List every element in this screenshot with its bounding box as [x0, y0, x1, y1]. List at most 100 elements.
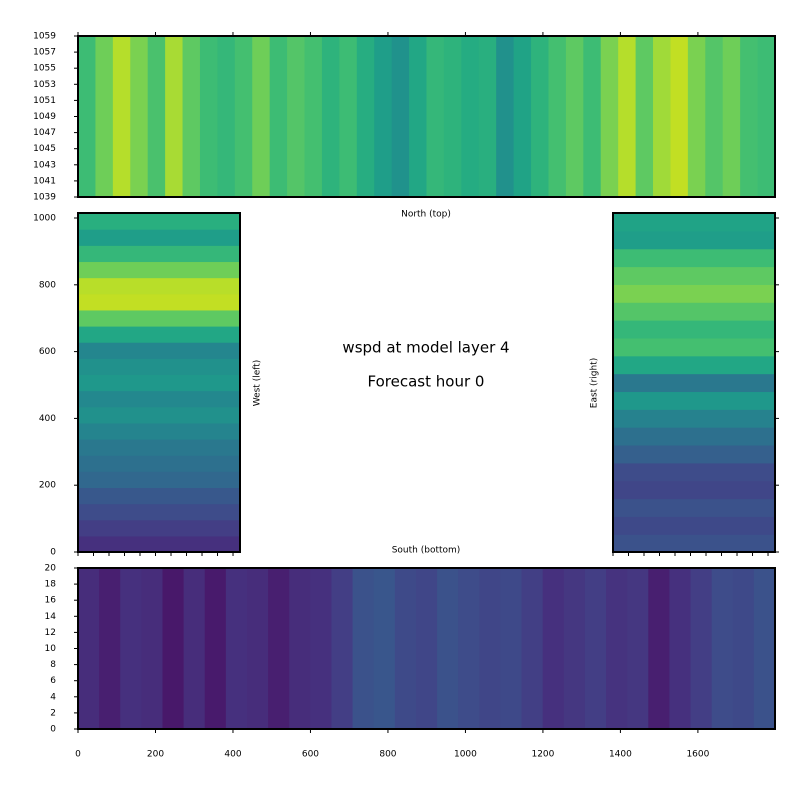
y-tick-label: 1049: [33, 112, 56, 122]
x-tick-label: 200: [147, 750, 164, 760]
heat-stripe: [565, 36, 584, 197]
x-tick-label: 1400: [609, 750, 632, 760]
heat-stripe: [373, 568, 396, 729]
heat-stripe: [78, 36, 97, 197]
heat-stripe: [268, 568, 290, 729]
y-tick-label: 1047: [33, 128, 56, 138]
heat-stripe: [78, 326, 240, 343]
heat-stripe: [78, 503, 240, 521]
x-tick-label: 800: [379, 750, 396, 760]
heat-stripe: [182, 36, 201, 197]
y-tick-label: 1041: [33, 176, 56, 186]
heat-stripe: [78, 487, 240, 505]
heat-stripe: [287, 36, 306, 197]
heat-stripe: [531, 36, 550, 197]
heat-stripe: [613, 213, 775, 232]
heat-stripe: [606, 568, 628, 729]
y-tick-label: 1059: [33, 32, 56, 42]
heat-stripe: [613, 534, 775, 553]
heat-stripe: [95, 36, 114, 197]
heat-stripe: [78, 213, 240, 230]
heat-stripe: [613, 516, 775, 535]
heat-stripe: [548, 36, 567, 197]
y-tick-label: 2: [50, 708, 56, 718]
heat-stripe: [600, 36, 619, 197]
heat-stripe: [669, 568, 692, 729]
heat-stripe: [78, 293, 240, 311]
heat-stripe: [542, 568, 565, 729]
heat-stripe: [690, 568, 713, 729]
heat-stripe: [78, 406, 240, 424]
heat-stripe: [217, 36, 236, 197]
heat-stripe: [78, 471, 240, 489]
heat-stripe: [78, 390, 240, 408]
heat-stripe: [289, 568, 311, 729]
heat-stripe: [339, 36, 358, 197]
heat-stripe: [443, 36, 462, 197]
y-tick-label: 200: [39, 481, 56, 491]
panel-frame: [612, 212, 776, 553]
panel-label: South (bottom): [392, 546, 461, 556]
heat-stripe: [740, 36, 759, 197]
heat-stripe: [78, 342, 240, 359]
y-tick-label: 10: [45, 644, 57, 654]
x-tick-label: 1200: [531, 750, 554, 760]
heat-stripe: [613, 480, 775, 500]
heat-stripe: [321, 36, 340, 197]
y-tick-label: 6: [50, 676, 56, 686]
heat-stripe: [613, 320, 775, 339]
y-tick-label: 1000: [33, 214, 56, 224]
heat-stripe: [513, 36, 532, 197]
heat-stripe: [78, 374, 240, 392]
heat-stripe: [687, 36, 706, 197]
heat-stripe: [304, 36, 323, 197]
heat-stripe: [225, 568, 248, 729]
y-tick-label: 1053: [33, 80, 56, 90]
heat-stripe: [269, 36, 288, 197]
heat-stripe: [670, 36, 689, 197]
heat-stripe: [130, 36, 149, 197]
heat-stripe: [78, 422, 240, 440]
heat-stripe: [613, 284, 775, 303]
heat-stripe: [147, 36, 166, 197]
heat-stripe: [78, 358, 240, 376]
y-tick-label: 1051: [33, 96, 56, 106]
heat-stripe: [356, 36, 375, 197]
heat-stripe: [635, 36, 654, 197]
heat-stripe: [584, 568, 607, 729]
heat-stripe: [78, 309, 240, 327]
heat-stripe: [521, 568, 544, 729]
heat-stripe: [478, 36, 497, 197]
heat-stripe: [78, 229, 240, 246]
heat-stripe: [613, 337, 775, 357]
heat-stripe: [204, 568, 227, 729]
heat-stripe: [648, 568, 670, 729]
y-tick-label: 1055: [33, 64, 56, 74]
heat-stripe: [409, 36, 428, 197]
heat-stripe: [78, 277, 240, 295]
heat-stripe: [391, 36, 410, 197]
heat-stripe: [653, 36, 672, 197]
y-tick-label: 16: [45, 596, 57, 606]
heat-stripe: [563, 568, 586, 729]
heat-stripe: [331, 568, 354, 729]
heat-stripe: [613, 427, 775, 446]
heat-stripe: [199, 36, 218, 197]
heat-stripe: [613, 230, 775, 250]
heat-stripe: [479, 568, 502, 729]
heat-stripe: [757, 36, 776, 197]
heat-stripe: [78, 535, 240, 553]
heat-stripe: [99, 568, 121, 729]
panel-label: West (left): [253, 360, 263, 407]
x-tick-label: 600: [302, 750, 319, 760]
x-tick-label: 0: [75, 750, 81, 760]
heat-stripe: [78, 519, 240, 537]
x-tick-label: 400: [224, 750, 241, 760]
y-tick-label: 1039: [33, 193, 56, 203]
y-tick-label: 0: [50, 548, 56, 558]
heat-stripe: [732, 568, 755, 729]
y-tick-label: 800: [39, 280, 56, 290]
heat-stripe: [437, 568, 459, 729]
heat-stripe: [78, 568, 100, 729]
